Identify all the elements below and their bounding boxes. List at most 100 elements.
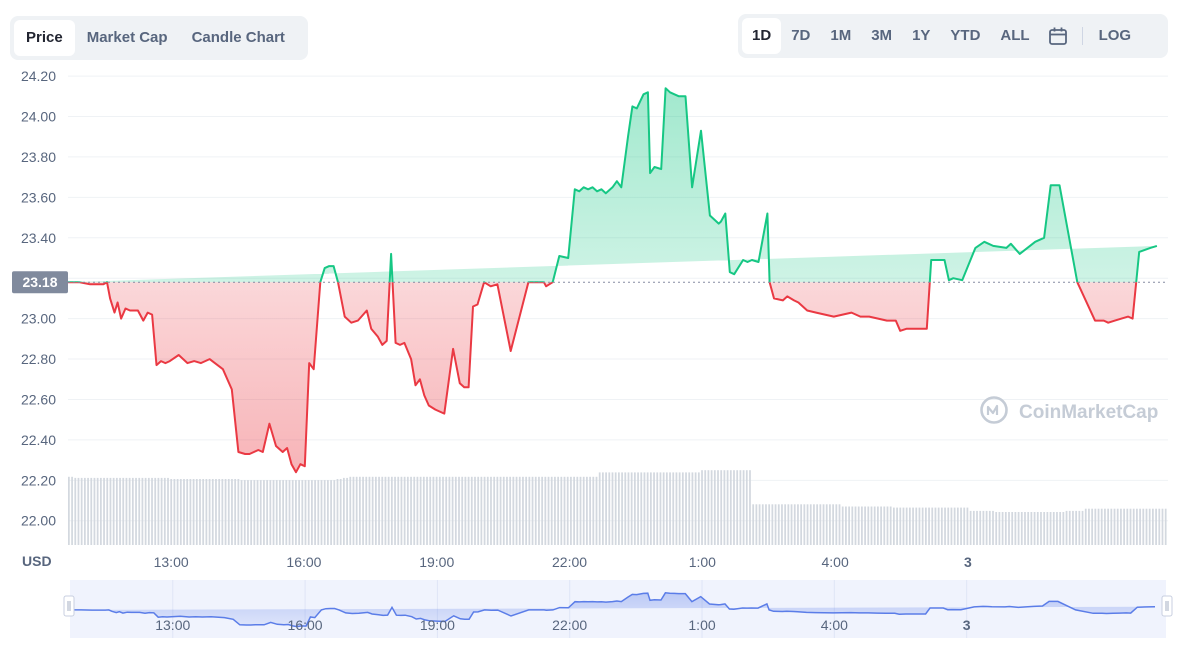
calendar-icon[interactable] bbox=[1040, 18, 1076, 54]
tab-price[interactable]: Price bbox=[14, 20, 75, 56]
volume-bar bbox=[861, 506, 863, 545]
volume-bar bbox=[151, 477, 153, 545]
volume-bar bbox=[330, 480, 332, 545]
volume-bar bbox=[1075, 510, 1078, 545]
range-3m-button[interactable]: 3M bbox=[871, 27, 893, 44]
y-tick-label: 23.00 bbox=[21, 311, 56, 327]
volume-bar bbox=[1001, 512, 1004, 545]
coinmarketcap-logo-icon bbox=[980, 396, 1008, 424]
volume-bar bbox=[595, 476, 598, 545]
volume-bar bbox=[921, 507, 924, 545]
volume-bar bbox=[221, 479, 224, 545]
volume-bar bbox=[112, 477, 115, 545]
volume-bar bbox=[1078, 510, 1081, 545]
volume-bar bbox=[1017, 512, 1020, 545]
volume-bar bbox=[202, 479, 205, 545]
price-line-down bbox=[68, 282, 1138, 474]
volume-bar bbox=[806, 504, 809, 545]
volume-bar bbox=[934, 507, 937, 545]
volume-bar bbox=[886, 506, 889, 545]
x-tick-label: 16:00 bbox=[286, 554, 321, 570]
volume-bar bbox=[624, 472, 627, 545]
volume-bar bbox=[864, 506, 866, 545]
x-tick-label: 1:00 bbox=[689, 554, 716, 570]
volume-bar bbox=[493, 476, 496, 545]
volume-bar bbox=[557, 476, 560, 545]
range-1d-button[interactable]: 1D bbox=[742, 18, 782, 54]
volume-bar bbox=[71, 476, 73, 545]
x-tick-label: 13:00 bbox=[154, 554, 189, 570]
navigator-right-handle[interactable] bbox=[1161, 595, 1173, 617]
volume-bar bbox=[534, 476, 537, 545]
volume-bar bbox=[227, 479, 230, 545]
volume-bar bbox=[291, 480, 294, 545]
navigator-left-handle[interactable] bbox=[63, 595, 75, 617]
volume-bar bbox=[972, 510, 975, 545]
volume-bar bbox=[621, 472, 623, 545]
y-tick-label: 22.60 bbox=[21, 391, 56, 407]
volume-bar bbox=[825, 504, 828, 545]
volume-bar bbox=[1081, 510, 1084, 545]
volume-bars bbox=[68, 470, 1167, 545]
x-tick-label: 4:00 bbox=[821, 554, 848, 570]
volume-bar bbox=[1158, 508, 1161, 545]
volume-bar bbox=[1161, 508, 1164, 545]
volume-bar bbox=[237, 479, 240, 545]
volume-bar bbox=[637, 472, 639, 545]
tab-candle-chart[interactable]: Candle Chart bbox=[191, 29, 285, 46]
log-scale-button[interactable]: LOG bbox=[1098, 27, 1132, 44]
volume-bar bbox=[438, 476, 441, 545]
volume-bar bbox=[125, 477, 128, 545]
volume-bar bbox=[205, 479, 208, 545]
volume-bar bbox=[774, 504, 777, 545]
volume-bar bbox=[742, 470, 745, 545]
volume-bar bbox=[630, 472, 633, 545]
volume-bar bbox=[554, 476, 556, 545]
volume-bar bbox=[87, 477, 89, 545]
volume-bar bbox=[809, 504, 812, 545]
range-ytd-button[interactable]: YTD bbox=[950, 27, 981, 44]
x-tick-label: 22:00 bbox=[552, 554, 587, 570]
range-1m-button[interactable]: 1M bbox=[830, 27, 852, 44]
range-7d-button[interactable]: 7D bbox=[791, 27, 811, 44]
volume-bar bbox=[979, 510, 982, 545]
area-below-baseline bbox=[79, 282, 1137, 473]
volume-bar bbox=[995, 512, 998, 545]
price-line-up bbox=[68, 87, 1158, 283]
volume-bar bbox=[1142, 508, 1145, 545]
volume-bar bbox=[464, 476, 467, 545]
volume-bar bbox=[627, 472, 630, 545]
y-tick-label: 23.80 bbox=[21, 149, 56, 165]
range-all-button[interactable]: ALL bbox=[1000, 27, 1030, 44]
volume-bar bbox=[797, 504, 799, 545]
navigator-area bbox=[70, 592, 1155, 627]
volume-bar bbox=[1014, 512, 1017, 545]
volume-bar bbox=[1046, 512, 1049, 545]
volume-bar bbox=[873, 506, 876, 545]
volume-bar bbox=[390, 476, 393, 545]
volume-bar bbox=[115, 477, 118, 545]
volume-bar bbox=[1136, 508, 1138, 545]
volume-bar bbox=[211, 479, 214, 545]
volume-bar bbox=[103, 477, 105, 545]
volume-bar bbox=[707, 470, 710, 545]
watermark: CoinMarketCap bbox=[980, 396, 1158, 424]
volume-bar bbox=[969, 510, 972, 545]
volume-bar bbox=[199, 479, 201, 545]
volume-bar bbox=[371, 476, 374, 545]
navigator-x-tick-label: 19:00 bbox=[420, 617, 455, 633]
volume-bar bbox=[477, 476, 480, 545]
volume-bar bbox=[224, 479, 227, 545]
volume-bar bbox=[80, 477, 83, 545]
volume-bar bbox=[781, 504, 783, 545]
volume-bar bbox=[835, 504, 838, 545]
volume-bar bbox=[982, 510, 985, 545]
navigator-background bbox=[70, 580, 1166, 638]
volume-bar bbox=[451, 476, 454, 545]
volume-bar bbox=[867, 506, 870, 545]
range-1y-button[interactable]: 1Y bbox=[912, 27, 931, 44]
volume-bar bbox=[263, 480, 265, 545]
tab-market-cap[interactable]: Market Cap bbox=[86, 29, 168, 46]
volume-bar bbox=[1004, 512, 1007, 545]
